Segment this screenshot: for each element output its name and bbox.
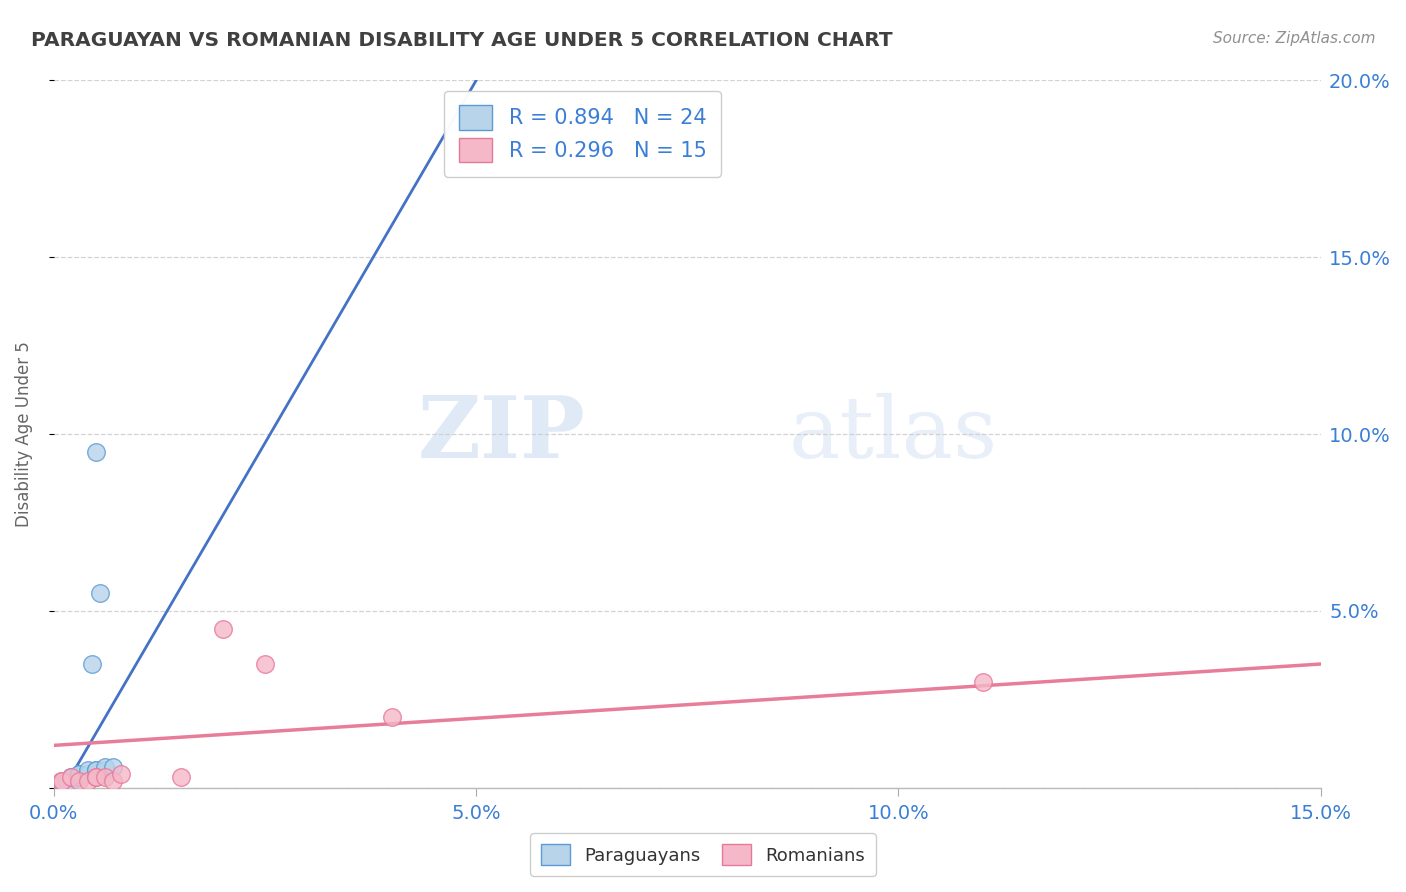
Point (67, 766, 90, 780)
Point (169, 770, 191, 784)
Point (59, 770, 82, 784)
Point (84, 770, 107, 784)
Point (211, 622, 233, 636)
Point (67, 770, 90, 784)
Point (51, 777, 73, 791)
Point (55, 773, 77, 788)
Point (67, 766, 90, 780)
Text: PARAGUAYAN VS ROMANIAN DISABILITY AGE UNDER 5 CORRELATION CHART: PARAGUAYAN VS ROMANIAN DISABILITY AGE UN… (31, 31, 893, 50)
Text: ZIP: ZIP (418, 392, 586, 476)
Point (52, 777, 75, 791)
Point (49, 777, 72, 791)
Point (93, 770, 115, 784)
Point (55, 773, 77, 788)
Point (381, 710, 404, 724)
Point (972, 674, 994, 689)
Point (93, 763, 115, 777)
Point (84, 766, 107, 780)
Text: Source: ZipAtlas.com: Source: ZipAtlas.com (1212, 31, 1375, 46)
Point (84, 445, 107, 459)
Point (80, 657, 103, 671)
Point (49, 773, 72, 788)
Point (84, 770, 107, 784)
Point (67, 770, 90, 784)
Point (59, 773, 82, 788)
Point (110, 766, 132, 780)
Point (67, 773, 90, 788)
Point (101, 759, 124, 773)
Point (84, 763, 107, 777)
Point (51, 773, 73, 788)
Point (93, 759, 115, 773)
Legend: R = 0.894   N = 24, R = 0.296   N = 15: R = 0.894 N = 24, R = 0.296 N = 15 (444, 91, 721, 177)
Point (84, 763, 107, 777)
Point (253, 657, 276, 671)
Point (89, 586, 111, 600)
Text: atlas: atlas (789, 392, 998, 475)
Point (59, 770, 82, 784)
Point (76, 766, 98, 780)
Point (51, 777, 73, 791)
Point (76, 773, 98, 788)
Point (101, 773, 124, 788)
Legend: Paraguayans, Romanians: Paraguayans, Romanians (530, 833, 876, 876)
Y-axis label: Disability Age Under 5: Disability Age Under 5 (15, 342, 32, 527)
Point (59, 770, 82, 784)
Point (76, 763, 98, 777)
